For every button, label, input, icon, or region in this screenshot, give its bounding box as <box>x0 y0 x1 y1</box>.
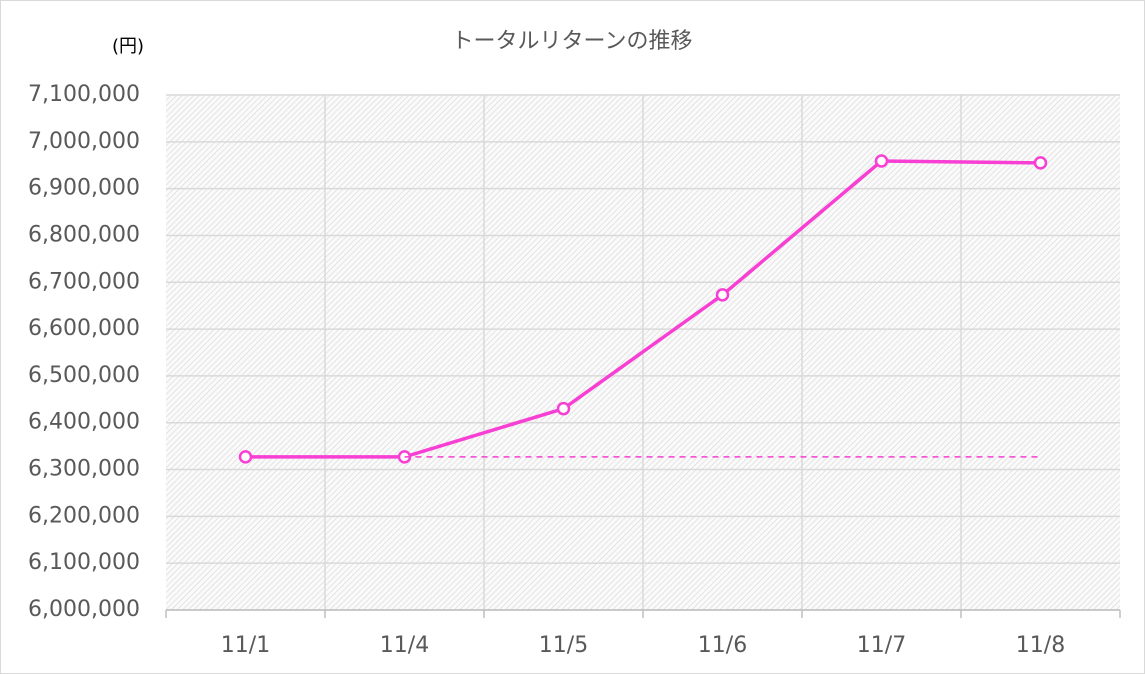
y-unit-label: (円) <box>112 36 144 57</box>
x-tick-label: 11/8 <box>1016 633 1065 658</box>
y-tick-label: 6,800,000 <box>28 222 140 247</box>
y-tick-label: 6,400,000 <box>28 410 140 435</box>
y-tick-label: 6,200,000 <box>28 503 140 528</box>
data-point <box>1033 156 1048 170</box>
y-tick-label: 6,600,000 <box>28 316 140 341</box>
y-tick-label: 6,500,000 <box>28 363 140 388</box>
y-tick-label: 6,700,000 <box>28 269 140 294</box>
x-tick-label: 11/4 <box>380 633 429 658</box>
y-tick-label: 6,300,000 <box>28 457 140 482</box>
y-tick-label: 7,000,000 <box>28 129 140 154</box>
data-point <box>238 450 253 464</box>
data-point <box>874 154 889 168</box>
y-tick-label: 7,100,000 <box>28 82 140 107</box>
x-tick-label: 11/7 <box>857 633 906 658</box>
x-tick-label: 11/5 <box>539 633 588 658</box>
chart-title: トータルリターンの推移 <box>452 29 693 54</box>
y-tick-label: 6,000,000 <box>28 597 140 622</box>
series-line <box>245 159 1041 459</box>
y-tick-label: 6,100,000 <box>28 550 140 575</box>
y-tick-label: 6,900,000 <box>28 176 140 201</box>
x-tick-label: 11/6 <box>698 633 747 658</box>
x-tick-label: 11/1 <box>221 633 270 658</box>
data-point <box>715 288 730 302</box>
data-point <box>556 401 571 416</box>
